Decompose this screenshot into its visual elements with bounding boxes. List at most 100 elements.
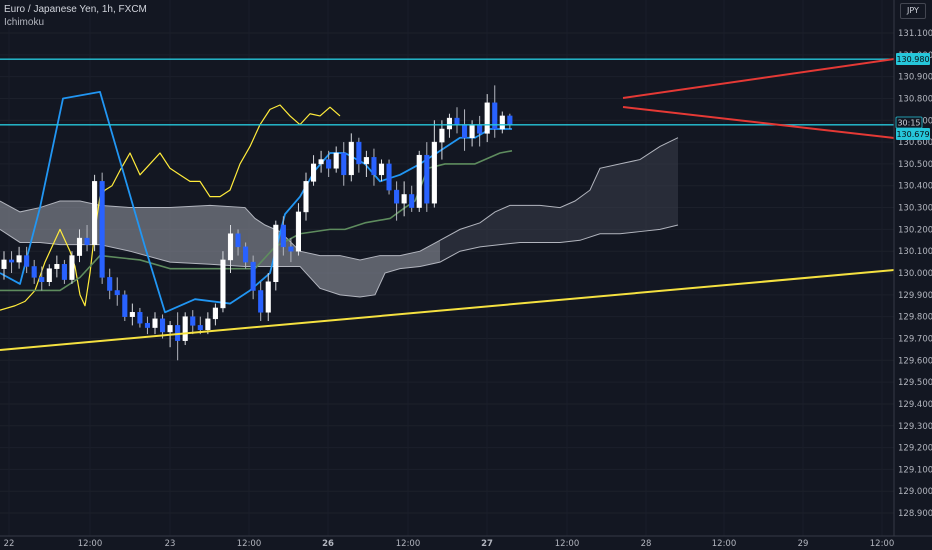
symbol-title[interactable]: Euro / Japanese Yen, 1h, FXCM bbox=[4, 4, 147, 15]
candle-bull bbox=[378, 163, 385, 176]
candle-bear bbox=[356, 141, 362, 165]
y-tick-label: 129.400 bbox=[898, 400, 932, 410]
candle-bull bbox=[129, 312, 135, 317]
y-tick-label: 130.200 bbox=[898, 225, 932, 235]
candle-bull bbox=[76, 237, 83, 256]
kijun-sen-line bbox=[0, 150, 513, 292]
drawings[interactable] bbox=[0, 58, 895, 351]
x-tick-label: 23 bbox=[165, 539, 176, 549]
y-tick-label: 130.600 bbox=[898, 138, 932, 148]
candle-bear bbox=[258, 290, 264, 313]
y-tick-label: 130.300 bbox=[898, 204, 932, 214]
senkou-span-b bbox=[0, 224, 679, 298]
candle-bull bbox=[69, 255, 75, 280]
indicator-label[interactable]: Ichimoku bbox=[4, 17, 45, 28]
candle-bear bbox=[341, 152, 347, 176]
candle-bull bbox=[416, 154, 422, 208]
price-tags: 130.980 30:15 130.679 bbox=[895, 53, 930, 140]
candle-bear bbox=[197, 325, 203, 331]
chikou-span-line bbox=[0, 104, 341, 311]
y-tick-label: 129.000 bbox=[898, 487, 932, 497]
candle-bear bbox=[280, 224, 286, 248]
time-axis[interactable]: 22 12:00 23 12:00 26 12:00 27 12:00 28 12:00 29 12:… bbox=[4, 539, 895, 549]
x-tick-label: 12:00 bbox=[396, 539, 421, 549]
y-tick-label: 129.200 bbox=[898, 444, 932, 454]
resistance-price-tag: 130.980 bbox=[896, 55, 929, 64]
y-tick-label: 130.100 bbox=[898, 247, 932, 257]
candle-bear bbox=[160, 318, 166, 333]
y-tick-label: 130.000 bbox=[898, 269, 932, 279]
candle-bear bbox=[144, 322, 150, 328]
candle-bear bbox=[288, 246, 294, 252]
candle-bull bbox=[318, 159, 324, 165]
candle-bull bbox=[363, 157, 369, 165]
candle-bull bbox=[439, 128, 445, 143]
candle-bear bbox=[409, 194, 415, 208]
resistance-price-tag-box bbox=[896, 53, 930, 65]
candle-bear bbox=[190, 316, 196, 326]
y-tick-label: 129.900 bbox=[898, 291, 932, 301]
y-tick-label: 129.500 bbox=[898, 378, 932, 388]
candle-bull bbox=[16, 255, 22, 263]
y-tick-label: 129.300 bbox=[898, 422, 932, 432]
y-tick-label: 128.900 bbox=[898, 509, 932, 519]
candle-bull bbox=[499, 115, 505, 130]
candle-bear bbox=[243, 246, 249, 263]
candle-bull bbox=[484, 102, 490, 134]
candle-bull bbox=[152, 318, 158, 328]
y-tick-label: 129.800 bbox=[898, 313, 932, 323]
candle-bull bbox=[92, 181, 98, 245]
y-tick-label: 129.700 bbox=[898, 334, 932, 344]
candle-bull bbox=[446, 117, 452, 130]
grid bbox=[0, 0, 894, 536]
y-tick-label: 130.800 bbox=[898, 94, 932, 104]
candle-bear bbox=[507, 115, 513, 125]
candle-bull bbox=[182, 316, 188, 341]
x-tick-label: 27 bbox=[481, 539, 493, 549]
candle-bear bbox=[454, 117, 460, 125]
candle-bull bbox=[227, 233, 234, 261]
candle-bear bbox=[9, 259, 15, 263]
x-tick-label: 26 bbox=[322, 539, 334, 549]
support-trendline bbox=[0, 269, 895, 351]
candle-bear bbox=[137, 312, 143, 324]
candle-bear bbox=[394, 189, 400, 204]
candle-bear bbox=[250, 261, 256, 291]
candle-bull bbox=[220, 259, 226, 309]
candles bbox=[1, 85, 513, 361]
x-tick-label: 29 bbox=[798, 539, 809, 549]
candle-bull bbox=[303, 181, 309, 213]
candle-bear bbox=[371, 157, 377, 176]
cloud-fill-past bbox=[0, 201, 440, 298]
candle-bear bbox=[326, 159, 332, 169]
candle-bear bbox=[39, 277, 45, 282]
candle-bull bbox=[167, 325, 173, 333]
candle-bull bbox=[265, 281, 271, 313]
candle-bear bbox=[122, 294, 128, 317]
y-tick-label: 130.900 bbox=[898, 73, 932, 83]
candle-bear bbox=[492, 102, 498, 130]
candle-bear bbox=[24, 255, 30, 267]
candle-bull bbox=[311, 163, 317, 182]
y-tick-label: 129.100 bbox=[898, 465, 932, 475]
candle-bear bbox=[107, 277, 113, 291]
x-tick-label: 12:00 bbox=[78, 539, 103, 549]
candle-bull bbox=[348, 141, 354, 176]
countdown-label: 30:15 bbox=[897, 119, 920, 128]
y-tick-label: 130.500 bbox=[898, 160, 932, 170]
candle-bear bbox=[84, 237, 90, 245]
candle-bull bbox=[469, 124, 475, 138]
candle-bear bbox=[424, 154, 430, 204]
candle-bull bbox=[205, 318, 211, 331]
y-tick-label: 131.100 bbox=[898, 29, 932, 39]
price-axis[interactable]: 131.100131.000130.900130.800130.700130.6… bbox=[898, 29, 932, 519]
candle-bear bbox=[114, 290, 120, 296]
candle-bear bbox=[477, 124, 483, 134]
current-price-tag-box bbox=[896, 128, 930, 140]
candle-bear bbox=[61, 264, 67, 280]
currency-button[interactable]: JPY bbox=[900, 3, 926, 19]
x-tick-label: 12:00 bbox=[555, 539, 580, 549]
candle-bear bbox=[99, 181, 105, 278]
